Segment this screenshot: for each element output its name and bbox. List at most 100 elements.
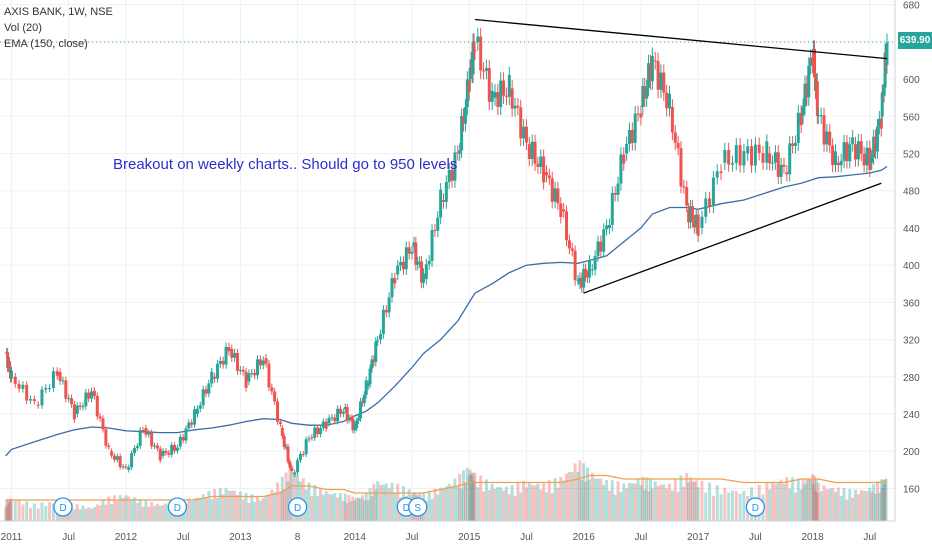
volume-bar xyxy=(533,485,537,521)
volume-bar xyxy=(390,482,394,521)
volume-bar xyxy=(469,473,473,521)
event-marker xyxy=(745,497,766,517)
volume-bar xyxy=(8,498,12,521)
volume-bar xyxy=(530,485,534,521)
volume-bar xyxy=(711,495,715,521)
volume-bar xyxy=(816,482,820,521)
candle-body xyxy=(235,352,239,371)
candle-body xyxy=(570,248,574,251)
y-axis[interactable]: 1602002402803203604004404805205606006406… xyxy=(894,0,920,521)
volume-bar xyxy=(227,490,231,521)
volume-bar xyxy=(627,483,631,521)
candle-body xyxy=(682,186,686,188)
candle-body xyxy=(368,368,372,385)
volume-bar xyxy=(580,480,584,521)
volume-bar xyxy=(84,508,88,521)
candle-body xyxy=(502,80,506,96)
volume-bar xyxy=(433,488,437,521)
volume-bar xyxy=(393,492,397,521)
candle-body xyxy=(153,445,157,447)
volume-bar xyxy=(110,504,114,521)
candle-body xyxy=(112,455,116,460)
volume-bar xyxy=(799,489,803,521)
candle-body xyxy=(460,116,464,151)
candle-body xyxy=(370,359,374,369)
candle-body xyxy=(648,63,652,82)
candle-body xyxy=(316,427,320,435)
candle-body xyxy=(48,387,52,389)
candle-body xyxy=(421,273,425,283)
volume-indicator-label[interactable]: Vol (20) xyxy=(4,22,42,34)
volume-bar xyxy=(256,495,260,521)
volume-bar xyxy=(807,478,811,521)
x-axis[interactable]: 2011 Jul 2012 Jul 2013 8 2014 Jul 2015 Jul 2016 Jul… xyxy=(0,520,895,543)
candle-body xyxy=(267,363,271,388)
volume-bar xyxy=(9,499,13,521)
event-marker xyxy=(408,497,428,517)
candle-body xyxy=(276,401,280,422)
x-tick-label: Jul xyxy=(520,532,533,543)
candle-body xyxy=(384,309,388,313)
candle-body xyxy=(95,395,99,417)
candle-body xyxy=(504,95,508,97)
volume-bar xyxy=(854,489,858,521)
candle-body xyxy=(822,115,826,145)
volume-bar xyxy=(355,497,359,521)
volume-bar xyxy=(270,489,274,521)
y-tick-label: 240 xyxy=(903,410,920,421)
candle-body xyxy=(801,106,805,117)
candle-body xyxy=(586,276,590,278)
candle-body xyxy=(227,347,231,352)
volume-bar xyxy=(742,490,746,521)
candle-body xyxy=(647,63,651,88)
candle-body xyxy=(25,384,29,401)
candle-body xyxy=(689,206,693,223)
candle-body xyxy=(374,341,378,362)
volume-bar xyxy=(124,495,128,521)
volume-bar xyxy=(536,483,540,521)
volume-bar xyxy=(593,478,597,521)
volume-bar xyxy=(456,486,460,521)
event-marker-label: D xyxy=(403,503,410,514)
ema-indicator-label[interactable]: EMA (150, close) xyxy=(4,38,88,50)
candle-body xyxy=(851,137,855,145)
candle-body xyxy=(127,467,131,470)
symbol-label[interactable]: AXIS BANK, 1W, NSE xyxy=(4,6,113,18)
candle-body xyxy=(872,136,876,158)
x-tick-label: Jul xyxy=(62,532,75,543)
volume-bar xyxy=(161,504,165,521)
candle-body xyxy=(711,177,715,207)
volume-bar xyxy=(872,484,876,521)
candle-body xyxy=(147,432,151,435)
candle-body xyxy=(124,466,128,468)
volume-bar xyxy=(278,491,282,521)
x-tick-label: Jul xyxy=(177,532,190,543)
volume-bar xyxy=(5,499,9,521)
candle-body xyxy=(499,80,503,107)
x-tick-label: 2017 xyxy=(687,532,710,543)
volume-bar xyxy=(833,492,837,521)
x-tick-label: 2012 xyxy=(115,532,138,543)
candle-body xyxy=(854,144,858,160)
candle-body xyxy=(430,230,434,261)
candle-body xyxy=(221,360,225,365)
candle-body xyxy=(696,214,700,236)
volume-bar xyxy=(576,472,580,521)
volume-bar xyxy=(815,492,819,521)
volume-bar xyxy=(7,498,11,521)
candle-body xyxy=(310,437,314,439)
volume-bar xyxy=(307,482,311,521)
candle-body xyxy=(490,90,494,102)
volume-bar xyxy=(396,483,400,521)
volume-bar xyxy=(874,493,878,521)
candle-body xyxy=(465,79,469,108)
candle-body xyxy=(687,209,691,223)
volume-bar xyxy=(462,470,466,521)
volume-bar xyxy=(499,487,503,521)
annotation-text[interactable]: Breakout on weekly charts.. Should go to… xyxy=(113,156,458,173)
volume-bar xyxy=(828,488,832,521)
x-tick-label: Jul xyxy=(749,532,762,543)
candle-body xyxy=(427,260,431,265)
